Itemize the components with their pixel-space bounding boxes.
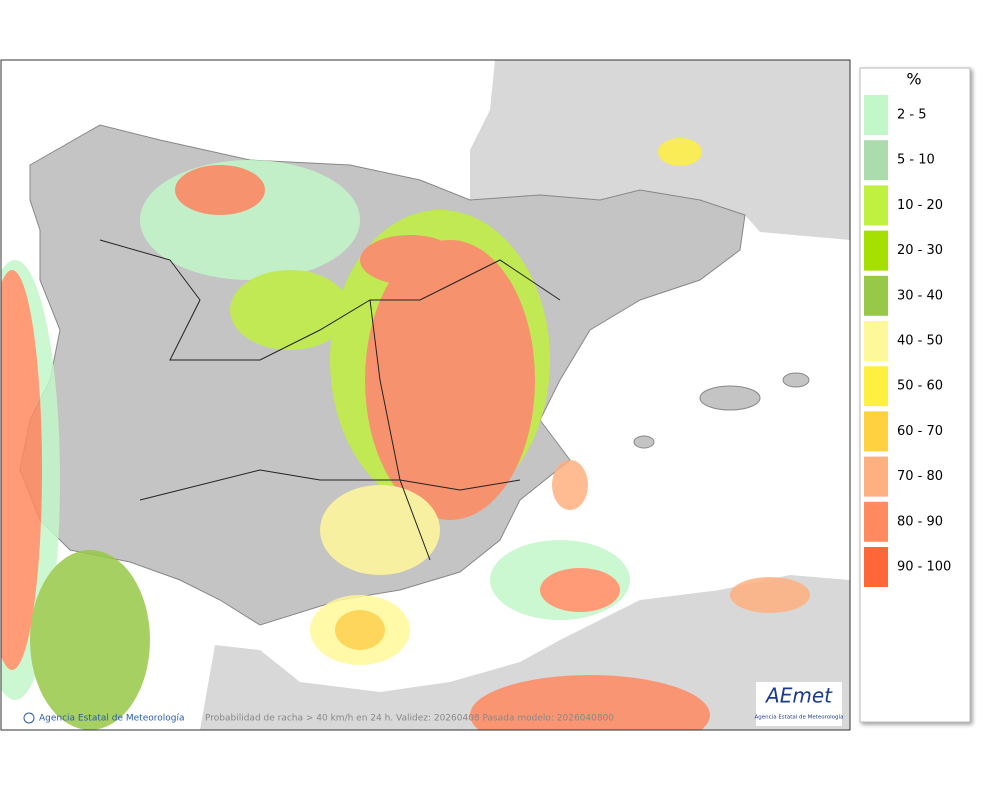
legend-swatch xyxy=(864,456,888,497)
region-border xyxy=(139,469,521,501)
legend-label: 70 - 80 xyxy=(897,469,943,484)
legend-label: 50 - 60 xyxy=(897,379,943,394)
legend-title: % xyxy=(906,70,921,89)
island xyxy=(782,372,810,388)
region-border xyxy=(99,239,561,361)
caption: Probabilidad de racha > 40 km/h en 24 h.… xyxy=(205,714,614,724)
legend-label: 90 - 100 xyxy=(897,560,951,575)
legend-label: 20 - 30 xyxy=(897,243,943,258)
legend-swatch xyxy=(864,140,888,181)
legend-swatch xyxy=(864,275,888,316)
map xyxy=(1,60,850,730)
logo-box xyxy=(756,682,842,726)
legend-swatch xyxy=(864,95,888,135)
region-border xyxy=(369,299,431,561)
legend-label: 40 - 50 xyxy=(897,334,943,349)
legend-label: 30 - 40 xyxy=(897,288,943,303)
legend-label: 10 - 20 xyxy=(897,198,943,213)
legend-label: 2 - 5 xyxy=(897,108,927,123)
africa xyxy=(200,575,850,730)
legend-swatch xyxy=(864,547,888,587)
copyright-icon xyxy=(23,712,35,724)
legend-swatch xyxy=(864,501,888,542)
island xyxy=(633,435,655,449)
legend-swatch xyxy=(864,185,888,226)
credit: Agencia Estatal de Meteorología xyxy=(39,714,185,724)
legend-swatch xyxy=(864,411,888,452)
legend-swatch xyxy=(864,366,888,407)
logo-name: AEmet xyxy=(764,684,833,708)
island xyxy=(699,385,761,411)
legend-label: 60 - 70 xyxy=(897,424,943,439)
logo-subtitle: Agencia Estatal de Meteorología xyxy=(755,714,844,721)
probability-field xyxy=(1,138,810,730)
legend-label: 5 - 10 xyxy=(897,153,935,168)
legend: 2 - 5 5 - 10 10 - 20 20 - 30 30 - 40 40 - 50 5… xyxy=(864,95,951,587)
map-frame xyxy=(0,59,851,731)
legend-swatch xyxy=(864,230,888,271)
legend-swatch xyxy=(864,321,888,361)
legend-label: 80 - 90 xyxy=(897,514,943,529)
